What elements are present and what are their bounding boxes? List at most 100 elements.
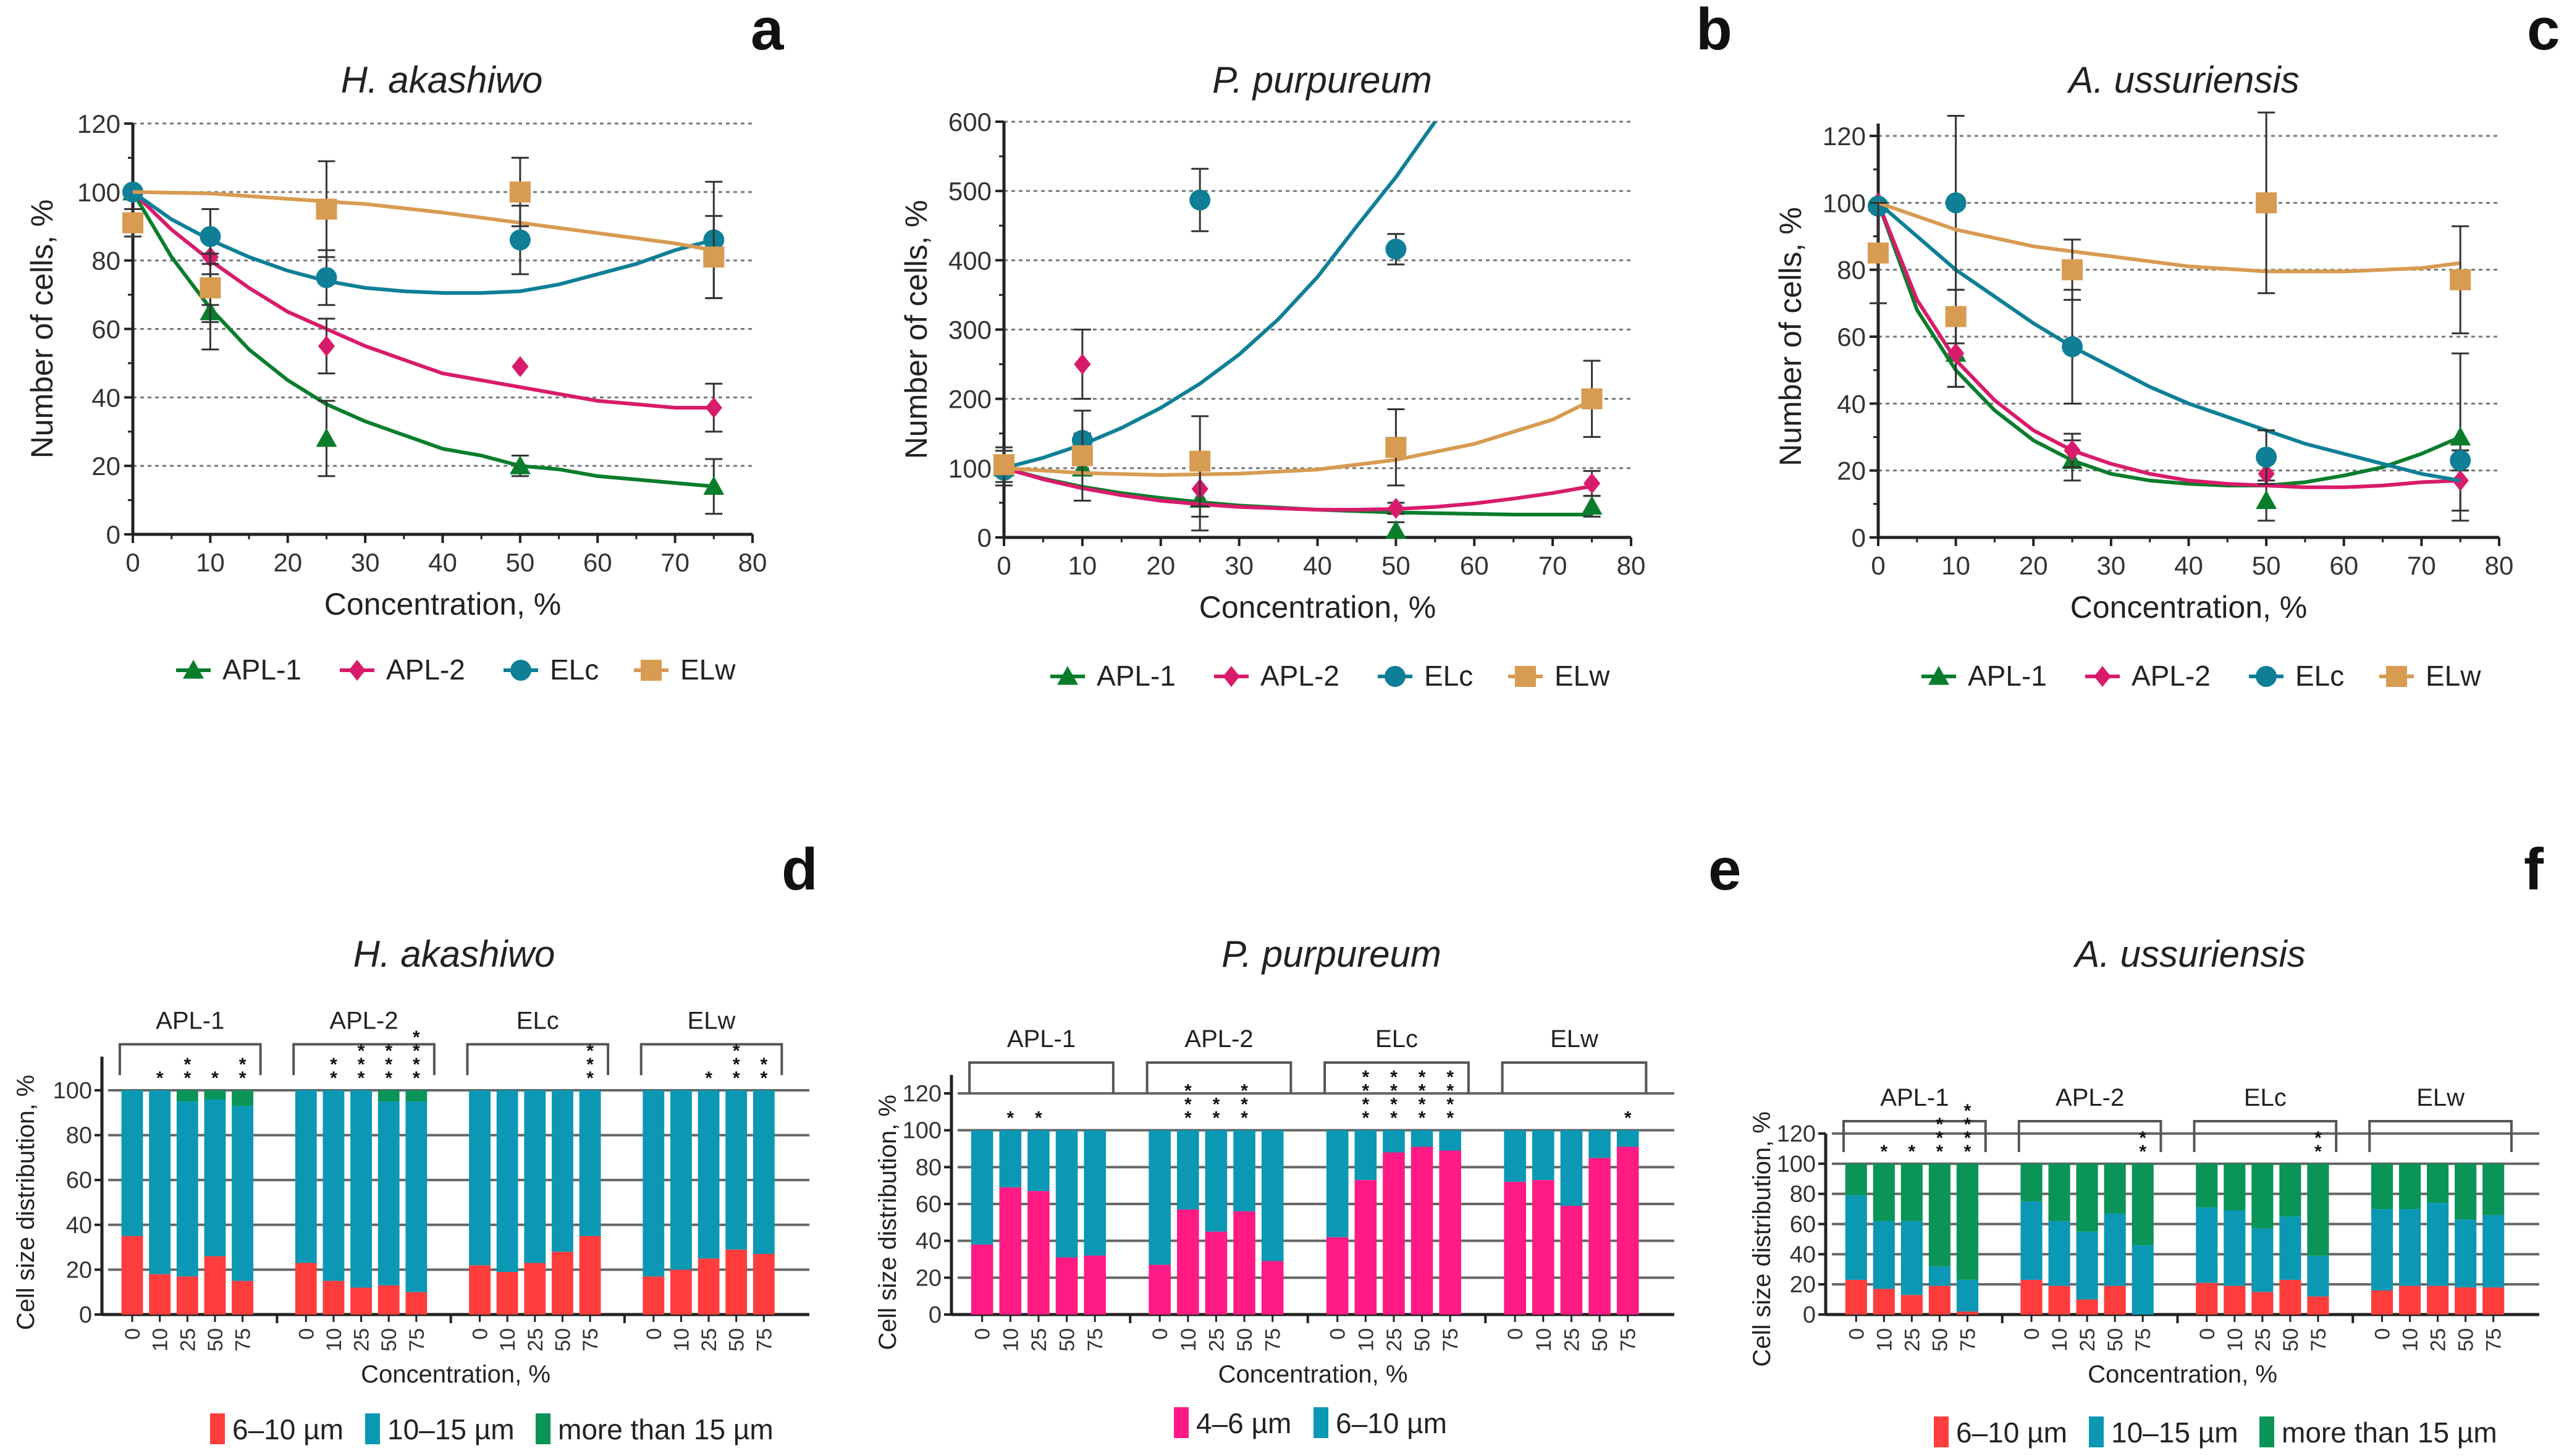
x-tick-label: 30 [2097, 551, 2126, 580]
x-tick-label: 10 [323, 1328, 346, 1352]
x-tick-label: 0 [1845, 1328, 1868, 1340]
data-point [316, 198, 337, 220]
legend-label: more than 15 µm [558, 1413, 774, 1445]
significance-star: * [1390, 1067, 1398, 1088]
significance-star: * [1964, 1142, 1971, 1162]
x-tick-label: 10 [1068, 551, 1097, 580]
x-tick-label: 30 [351, 548, 380, 577]
legend-swatch [2089, 1416, 2104, 1447]
x-tick-label: 20 [2019, 551, 2048, 580]
significance-star: * [385, 1068, 392, 1088]
bar-segment [2371, 1163, 2393, 1210]
legend-marker [1928, 666, 1949, 685]
data-point [316, 427, 337, 447]
bar-segment [2279, 1279, 2301, 1315]
legend-marker [1515, 666, 1536, 687]
bar-segment [323, 1090, 345, 1281]
bar-segment [1084, 1255, 1106, 1315]
group-bracket [1842, 1120, 1987, 1152]
x-tick-label: 0 [295, 1328, 318, 1340]
legend-label: APL-1 [1968, 660, 2047, 692]
x-tick-label: 0 [1504, 1328, 1527, 1340]
chart-title: H. akashiwo [353, 933, 555, 975]
fit-curve [1878, 201, 2461, 274]
panel-letter-f: f [2524, 836, 2544, 903]
bar-segment [2076, 1299, 2098, 1315]
bar-segment [670, 1269, 692, 1315]
fit-curve [133, 191, 714, 489]
bar-segment [1055, 1257, 1078, 1315]
significance-star: * [1880, 1142, 1887, 1162]
fit-curve [1004, 120, 1437, 470]
bar-segment [552, 1090, 573, 1252]
legend: 4–6 µm 6–10 µm [1174, 1407, 1447, 1439]
data-point [705, 397, 722, 418]
x-tick-label: 25 [2427, 1328, 2450, 1352]
y-tick-label: 120 [1777, 1121, 1816, 1147]
significance-star: * [413, 1068, 420, 1088]
bar-segment [2048, 1221, 2070, 1286]
data-point [1189, 450, 1211, 472]
legend-marker [641, 660, 662, 681]
group-label: APL-2 [1184, 1025, 1253, 1053]
bar-segment [295, 1090, 317, 1263]
x-tick-label: 10 [149, 1328, 172, 1352]
bar-segment [1177, 1209, 1199, 1315]
bar-segment [1928, 1266, 1950, 1286]
x-tick-label: 0 [2020, 1328, 2044, 1340]
bar-segment [1588, 1130, 1611, 1158]
legend-marker [510, 660, 531, 681]
x-tick-label: 75 [1956, 1328, 1980, 1352]
bar-segment [2371, 1209, 2393, 1290]
chart-title: H. akashiwo [341, 59, 543, 101]
legend-label: 4–6 µm [1196, 1407, 1291, 1439]
significance-star: * [1362, 1067, 1369, 1088]
legend-swatch [1314, 1407, 1328, 1438]
legend-marker [348, 660, 366, 681]
x-axis-label: Concentration, % [361, 1361, 550, 1388]
bar-segment [149, 1090, 171, 1274]
x-tick-label: 0 [2371, 1328, 2395, 1340]
bar-segment [1326, 1130, 1349, 1237]
x-tick-label: 10 [2224, 1328, 2247, 1352]
x-tick-label: 0 [1149, 1328, 1172, 1340]
significance-star: * [183, 1054, 191, 1075]
y-tick-label: 80 [1837, 256, 1866, 285]
group-label: APL-1 [156, 1008, 224, 1035]
y-tick-label: 80 [91, 246, 120, 276]
bar-segment [698, 1090, 720, 1259]
data-point [2450, 269, 2471, 290]
legend-label: 10–15 µm [387, 1413, 515, 1445]
significance-star: * [1419, 1081, 1426, 1101]
x-tick-label: 10 [1532, 1328, 1556, 1352]
bar-segment [1928, 1163, 1950, 1266]
bar-segment [1956, 1279, 1978, 1312]
fit-curve [1004, 466, 1593, 512]
bar-segment [350, 1287, 372, 1315]
bar-segment [2427, 1286, 2449, 1315]
bar-segment [2251, 1292, 2274, 1315]
y-tick-label: 20 [916, 1265, 942, 1291]
y-tick-label: 20 [66, 1257, 92, 1283]
significance-star: * [1241, 1095, 1248, 1115]
bar-segment [1845, 1195, 1867, 1280]
bar-segment [2399, 1286, 2421, 1315]
x-tick-label: 25 [1560, 1328, 1584, 1352]
bar-segment [1354, 1180, 1377, 1315]
x-tick-label: 0 [971, 1328, 995, 1340]
data-point [703, 246, 725, 268]
x-tick-label: 25 [350, 1328, 374, 1352]
significance-star: * [2314, 1128, 2322, 1148]
significance-star: * [760, 1068, 767, 1088]
data-point [1583, 473, 1601, 494]
y-tick-label: 20 [1790, 1272, 1816, 1298]
x-tick-label: 60 [1460, 551, 1489, 580]
group-bracket [2193, 1120, 2338, 1152]
group-label: ELc [517, 1008, 559, 1035]
significance-star: * [1184, 1108, 1192, 1129]
significance-star: * [239, 1068, 247, 1088]
x-tick-label: 60 [2329, 551, 2358, 580]
